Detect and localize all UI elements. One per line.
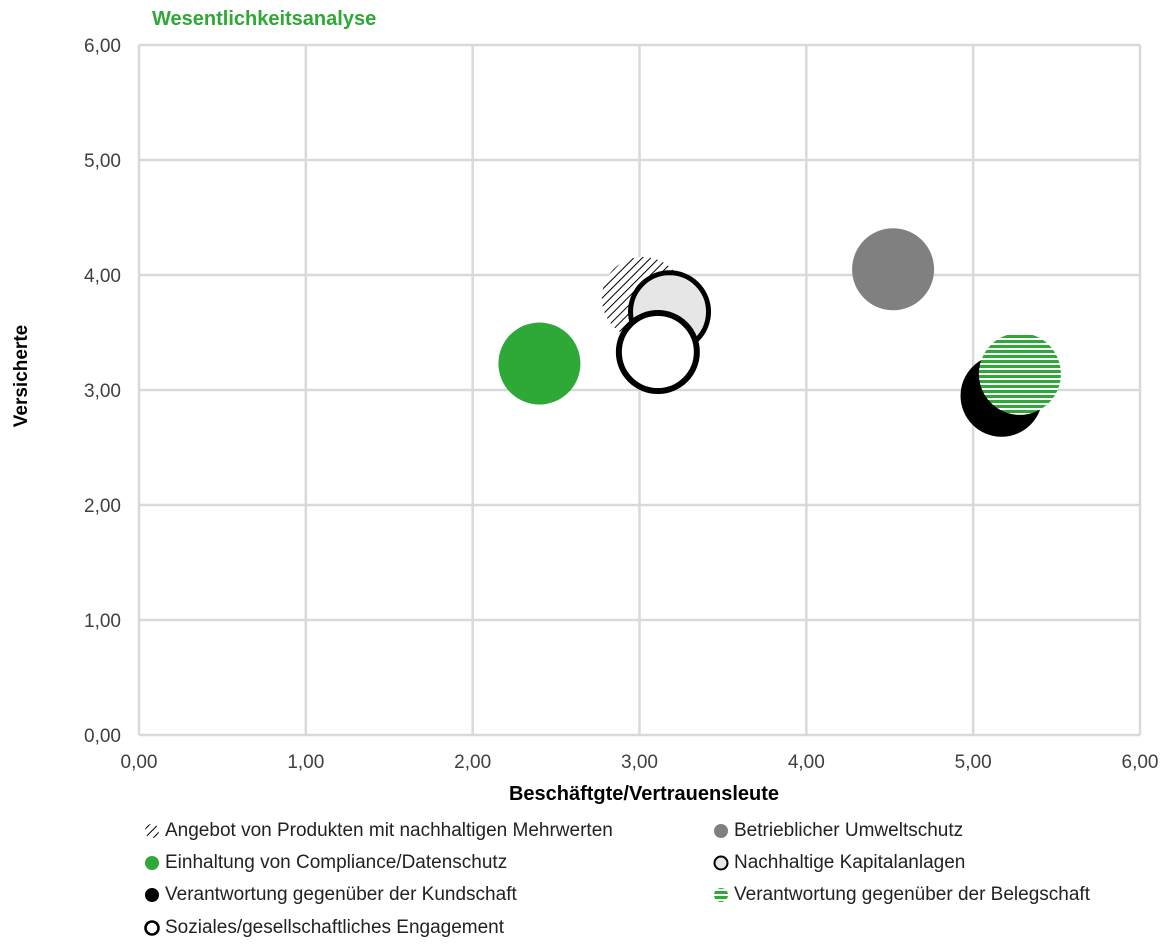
x-tick-label: 5,00	[955, 752, 992, 773]
grid	[137, 43, 1142, 737]
x-axis-label: Beschäftgte/Vertrauensleute	[508, 783, 780, 805]
y-axis-label: Versicherte	[11, 324, 32, 428]
y-tick-label: 4,00	[84, 266, 121, 287]
y-tick-label: 5,00	[84, 151, 121, 172]
x-tick-label: 6,00	[1122, 752, 1159, 773]
x-tick-label: 1,00	[287, 752, 324, 773]
x-tick-label: 3,00	[621, 752, 658, 773]
bubble-betrieblicher-umweltschutz	[852, 228, 935, 311]
y-tick-label: 1,00	[84, 611, 121, 632]
chart-title: Wesentlichkeitsanalyse	[152, 8, 377, 30]
x-tick-label: 2,00	[454, 752, 491, 773]
tick-labels: 0,000,00 1,00 1,00 2,00 2,00 3,00 3,00 4,00 4,00…	[84, 36, 1158, 773]
bubble-soziales-gesellschaftliches-engagement	[615, 310, 700, 395]
x-tick-label: 0,00	[121, 752, 158, 773]
bubble-verantwortung-gegenuber-der-belegschaft	[978, 332, 1061, 415]
y-tick-label: 0,00	[84, 726, 121, 747]
bubbles	[498, 228, 1061, 437]
y-tick-label: 2,00	[84, 496, 121, 517]
y-tick-label: 6,00	[84, 36, 121, 57]
bubble-einhaltung-von-compliance-datenschutz	[498, 322, 581, 405]
x-tick-label: 4,00	[788, 752, 825, 773]
y-tick-label: 3,00	[84, 381, 121, 402]
